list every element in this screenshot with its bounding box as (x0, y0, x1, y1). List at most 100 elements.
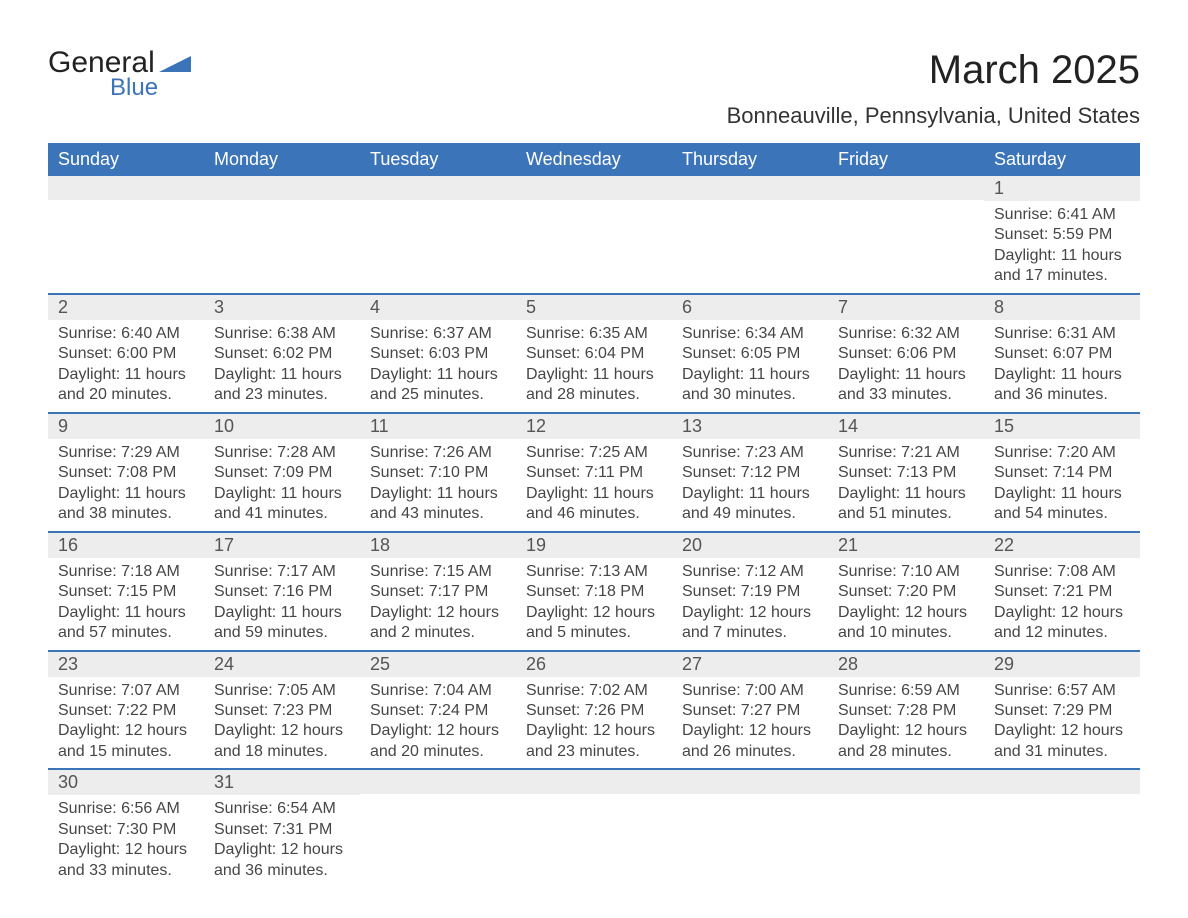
sunset-text: Sunset: 7:11 PM (526, 463, 662, 483)
calendar-cell: 22Sunrise: 7:08 AMSunset: 7:21 PMDayligh… (984, 533, 1140, 650)
day-number (828, 770, 984, 794)
sunrise-text: Sunrise: 7:17 AM (214, 562, 350, 582)
day-detail: Sunrise: 7:21 AMSunset: 7:13 PMDaylight:… (828, 439, 984, 531)
calendar-cell: 11Sunrise: 7:26 AMSunset: 7:10 PMDayligh… (360, 414, 516, 531)
calendar-week: 9Sunrise: 7:29 AMSunset: 7:08 PMDaylight… (48, 412, 1140, 531)
day-number: 21 (828, 533, 984, 558)
day-number (984, 770, 1140, 794)
daylight-text: Daylight: 11 hours (994, 246, 1130, 266)
day-number: 27 (672, 652, 828, 677)
calendar-cell (828, 176, 984, 293)
day-number: 12 (516, 414, 672, 439)
day-number: 19 (516, 533, 672, 558)
day-header: Wednesday (516, 143, 672, 176)
sunset-text: Sunset: 6:04 PM (526, 344, 662, 364)
daylight-text: Daylight: 12 hours (370, 721, 506, 741)
sunrise-text: Sunrise: 7:18 AM (58, 562, 194, 582)
day-detail: Sunrise: 6:56 AMSunset: 7:30 PMDaylight:… (48, 795, 204, 887)
day-detail: Sunrise: 6:40 AMSunset: 6:00 PMDaylight:… (48, 320, 204, 412)
calendar-cell: 24Sunrise: 7:05 AMSunset: 7:23 PMDayligh… (204, 652, 360, 769)
daylight-text: and 23 minutes. (214, 385, 350, 405)
sunset-text: Sunset: 7:14 PM (994, 463, 1130, 483)
daylight-text: and 17 minutes. (994, 266, 1130, 286)
sunrise-text: Sunrise: 6:37 AM (370, 324, 506, 344)
day-number: 20 (672, 533, 828, 558)
daylight-text: and 20 minutes. (370, 742, 506, 762)
day-detail: Sunrise: 6:32 AMSunset: 6:06 PMDaylight:… (828, 320, 984, 412)
day-number: 8 (984, 295, 1140, 320)
daylight-text: Daylight: 12 hours (58, 721, 194, 741)
sunrise-text: Sunrise: 7:21 AM (838, 443, 974, 463)
sunrise-text: Sunrise: 7:25 AM (526, 443, 662, 463)
sunrise-text: Sunrise: 7:23 AM (682, 443, 818, 463)
sunrise-text: Sunrise: 6:32 AM (838, 324, 974, 344)
daylight-text: Daylight: 12 hours (682, 603, 818, 623)
day-detail: Sunrise: 7:15 AMSunset: 7:17 PMDaylight:… (360, 558, 516, 650)
calendar-cell (516, 176, 672, 293)
sunset-text: Sunset: 6:00 PM (58, 344, 194, 364)
daylight-text: and 38 minutes. (58, 504, 194, 524)
day-number: 26 (516, 652, 672, 677)
daylight-text: Daylight: 11 hours (838, 484, 974, 504)
sunset-text: Sunset: 6:06 PM (838, 344, 974, 364)
calendar-header-row: Sunday Monday Tuesday Wednesday Thursday… (48, 143, 1140, 176)
daylight-text: Daylight: 12 hours (838, 603, 974, 623)
day-number: 30 (48, 770, 204, 795)
day-number (672, 770, 828, 794)
day-number: 18 (360, 533, 516, 558)
day-number: 5 (516, 295, 672, 320)
sunset-text: Sunset: 7:31 PM (214, 820, 350, 840)
calendar-cell: 10Sunrise: 7:28 AMSunset: 7:09 PMDayligh… (204, 414, 360, 531)
daylight-text: and 46 minutes. (526, 504, 662, 524)
day-number: 2 (48, 295, 204, 320)
day-detail: Sunrise: 7:02 AMSunset: 7:26 PMDaylight:… (516, 677, 672, 769)
daylight-text: Daylight: 11 hours (526, 484, 662, 504)
daylight-text: and 33 minutes. (838, 385, 974, 405)
day-detail: Sunrise: 7:23 AMSunset: 7:12 PMDaylight:… (672, 439, 828, 531)
day-detail: Sunrise: 6:37 AMSunset: 6:03 PMDaylight:… (360, 320, 516, 412)
daylight-text: Daylight: 11 hours (994, 365, 1130, 385)
day-number: 15 (984, 414, 1140, 439)
calendar-cell (360, 770, 516, 887)
sunrise-text: Sunrise: 7:04 AM (370, 681, 506, 701)
day-detail: Sunrise: 6:31 AMSunset: 6:07 PMDaylight:… (984, 320, 1140, 412)
sunset-text: Sunset: 6:07 PM (994, 344, 1130, 364)
calendar-cell: 17Sunrise: 7:17 AMSunset: 7:16 PMDayligh… (204, 533, 360, 650)
daylight-text: Daylight: 11 hours (58, 484, 194, 504)
daylight-text: Daylight: 11 hours (58, 603, 194, 623)
day-number (516, 770, 672, 794)
calendar-cell: 26Sunrise: 7:02 AMSunset: 7:26 PMDayligh… (516, 652, 672, 769)
daylight-text: Daylight: 11 hours (682, 365, 818, 385)
sunrise-text: Sunrise: 7:12 AM (682, 562, 818, 582)
calendar-week: 16Sunrise: 7:18 AMSunset: 7:15 PMDayligh… (48, 531, 1140, 650)
calendar-cell: 30Sunrise: 6:56 AMSunset: 7:30 PMDayligh… (48, 770, 204, 887)
daylight-text: Daylight: 11 hours (58, 365, 194, 385)
calendar-cell: 12 Sunrise: 7:25 AMSunset: 7:11 PMDayligh… (516, 414, 672, 531)
sunrise-text: Sunrise: 7:02 AM (526, 681, 662, 701)
calendar-cell (360, 176, 516, 293)
sunset-text: Sunset: 6:03 PM (370, 344, 506, 364)
calendar-cell (516, 770, 672, 887)
daylight-text: and 49 minutes. (682, 504, 818, 524)
sunrise-text: Sunrise: 6:35 AM (526, 324, 662, 344)
daylight-text: Daylight: 11 hours (838, 365, 974, 385)
daylight-text: Daylight: 12 hours (214, 840, 350, 860)
sunrise-text: Sunrise: 6:54 AM (214, 799, 350, 819)
sunrise-text: Sunrise: 6:40 AM (58, 324, 194, 344)
daylight-text: Daylight: 12 hours (526, 603, 662, 623)
daylight-text: and 10 minutes. (838, 623, 974, 643)
daylight-text: Daylight: 12 hours (214, 721, 350, 741)
sunset-text: Sunset: 7:10 PM (370, 463, 506, 483)
sunset-text: Sunset: 7:27 PM (682, 701, 818, 721)
calendar-week: 1Sunrise: 6:41 AMSunset: 5:59 PMDaylight… (48, 176, 1140, 293)
sunset-text: Sunset: 7:20 PM (838, 582, 974, 602)
day-number (204, 176, 360, 200)
day-detail: Sunrise: 6:57 AMSunset: 7:29 PMDaylight:… (984, 677, 1140, 769)
daylight-text: and 23 minutes. (526, 742, 662, 762)
day-detail: Sunrise: 7:13 AMSunset: 7:18 PMDaylight:… (516, 558, 672, 650)
day-detail: Sunrise: 6:54 AMSunset: 7:31 PMDaylight:… (204, 795, 360, 887)
daylight-text: Daylight: 12 hours (838, 721, 974, 741)
sunrise-text: Sunrise: 6:57 AM (994, 681, 1130, 701)
day-number: 16 (48, 533, 204, 558)
sunrise-text: Sunrise: 7:26 AM (370, 443, 506, 463)
